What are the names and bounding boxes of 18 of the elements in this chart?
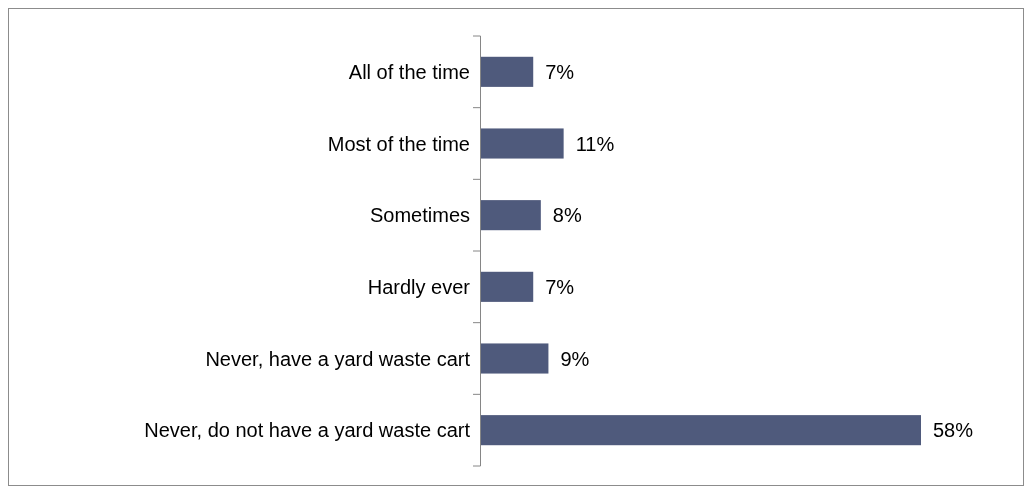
bar	[480, 56, 534, 87]
bar	[480, 128, 564, 159]
data-label: 11%	[575, 132, 615, 155]
bar	[480, 271, 534, 302]
bar	[480, 415, 921, 446]
y-tick-label: Never, do not have a yard waste cart	[144, 419, 471, 442]
y-tick-label: Never, have a yard waste cart	[205, 347, 471, 370]
y-tick-label: Most of the time	[327, 132, 470, 155]
y-tick-label: All of the time	[348, 60, 470, 83]
data-label: 8%	[552, 204, 582, 227]
data-label: 7%	[545, 275, 575, 298]
y-tick-label: Sometimes	[369, 204, 470, 227]
data-label: 9%	[560, 347, 590, 370]
data-label: 58%	[933, 419, 974, 442]
bar	[480, 343, 549, 374]
bar	[480, 200, 541, 231]
y-tick-label: Hardly ever	[367, 275, 471, 298]
data-label: 7%	[545, 60, 575, 83]
